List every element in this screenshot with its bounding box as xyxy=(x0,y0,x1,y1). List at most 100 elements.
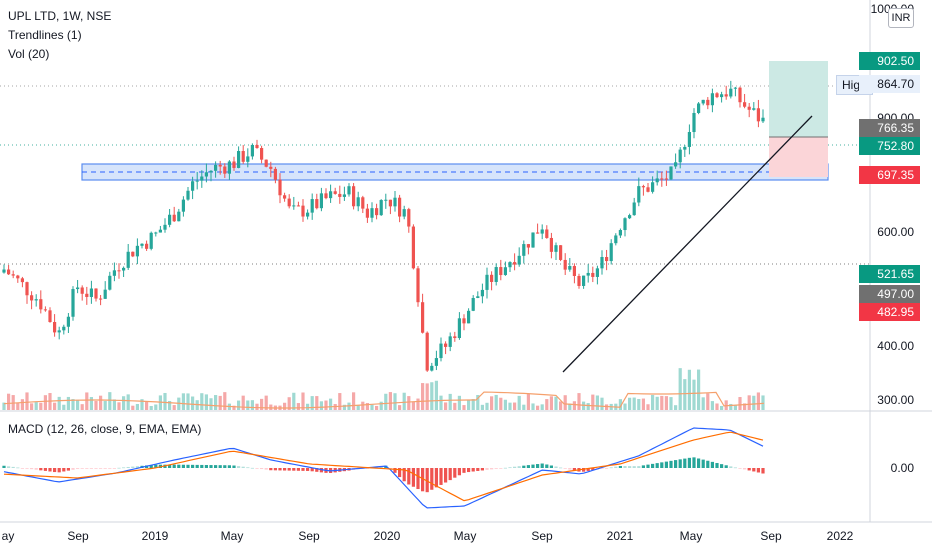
macd-histogram-bar xyxy=(2,465,6,468)
candle-body xyxy=(11,274,15,276)
macd-histogram-bar xyxy=(683,458,687,468)
legend-symbol[interactable]: UPL LTD, 1W, NSE xyxy=(8,9,112,23)
macd-histogram-bar xyxy=(416,468,420,490)
volume-bar xyxy=(729,403,733,410)
candle-body xyxy=(720,94,724,98)
candle-body xyxy=(522,244,526,256)
macd-histogram-bar xyxy=(43,468,47,471)
time-tick-label: May xyxy=(680,529,703,543)
volume-bar xyxy=(365,402,369,410)
candle-body xyxy=(724,94,728,97)
candle-body xyxy=(747,106,751,110)
time-tick-label: Sep xyxy=(298,529,320,543)
macd-histogram-bar xyxy=(200,464,204,468)
macd-histogram-bar xyxy=(398,468,402,478)
candle-body xyxy=(62,326,66,331)
macd-tick-label: 0.00 xyxy=(891,461,915,475)
macd-histogram-bar xyxy=(499,468,503,469)
macd-histogram-bar xyxy=(761,468,765,474)
macd-histogram-bar xyxy=(310,468,314,472)
candle-body xyxy=(149,232,153,249)
macd-histogram-bar xyxy=(191,464,195,468)
candle-body xyxy=(618,230,622,236)
price-label-482-95: 482.95 xyxy=(859,303,920,321)
candle-body xyxy=(494,267,498,282)
candle-body xyxy=(444,343,448,347)
volume-bar xyxy=(260,398,264,410)
candle-body xyxy=(715,93,719,98)
volume-bar xyxy=(513,402,517,410)
macd-histogram-bar xyxy=(273,468,277,471)
volume-bar xyxy=(591,394,595,410)
stop-zone xyxy=(769,137,828,177)
macd-histogram-bar xyxy=(729,466,733,468)
candle-body xyxy=(2,269,6,273)
volume-bar xyxy=(112,399,116,410)
volume-bar xyxy=(572,401,576,410)
candle-body xyxy=(370,208,374,218)
volume-bar xyxy=(168,400,172,410)
volume-bar xyxy=(306,403,310,410)
candle-body xyxy=(453,336,457,339)
volume-bar xyxy=(485,402,489,410)
volume-bar xyxy=(664,396,668,410)
volume-bar xyxy=(103,400,107,410)
candle-body xyxy=(255,144,259,149)
macd-histogram-bar xyxy=(57,468,61,473)
macd-legend[interactable]: MACD (12, 26, close, 9, EMA, EMA) xyxy=(8,422,202,436)
volume-bar xyxy=(646,404,650,410)
macd-histogram-bar xyxy=(48,468,52,472)
volume-bar xyxy=(338,393,342,410)
volume-bar xyxy=(301,392,305,410)
macd-histogram-bar xyxy=(660,462,664,468)
legend-trendlines[interactable]: Trendlines (1) xyxy=(8,28,82,42)
macd-histogram-bar xyxy=(94,468,98,469)
macd-histogram-bar xyxy=(131,466,135,468)
macd-histogram-bar xyxy=(7,466,11,468)
macd-histogram-bar xyxy=(600,468,604,469)
macd-histogram-bar xyxy=(678,459,682,468)
candle-body xyxy=(434,358,438,366)
candle-body xyxy=(697,103,701,113)
candle-body xyxy=(108,275,112,290)
macd-histogram-bar xyxy=(209,465,213,468)
macd-histogram-bar xyxy=(490,468,494,470)
macd-histogram-bar xyxy=(214,465,218,468)
volume-bar xyxy=(632,397,636,410)
volume-bar xyxy=(586,403,590,410)
currency-badge[interactable]: INR xyxy=(888,8,914,28)
macd-histogram-bar xyxy=(439,468,443,485)
macd-histogram-bar xyxy=(453,468,457,478)
signal-line xyxy=(3,431,764,502)
macd-histogram-bar xyxy=(66,468,70,471)
candle-body xyxy=(554,245,558,252)
trendline-segment xyxy=(562,115,813,373)
macd-histogram-bar xyxy=(260,468,264,470)
candle-body xyxy=(752,108,756,110)
macd-histogram-bar xyxy=(434,468,438,488)
volume-bar xyxy=(388,392,392,410)
macd-histogram-bar xyxy=(476,468,480,471)
trendline[interactable] xyxy=(562,115,813,373)
macd-histogram-bar xyxy=(457,468,461,476)
macd-histogram-bar xyxy=(554,466,558,468)
volume-bar xyxy=(16,402,20,410)
candle-body xyxy=(614,235,618,244)
price-gridlines xyxy=(0,85,870,265)
volume-bar xyxy=(62,404,66,410)
time-tick-label: Sep xyxy=(67,529,89,543)
candle-body xyxy=(545,229,549,238)
volume-bar xyxy=(214,395,218,410)
candle-body xyxy=(200,176,204,181)
volume-bar xyxy=(315,396,319,410)
macd-histogram-bar xyxy=(503,467,507,469)
candle-body xyxy=(126,251,130,268)
macd-histogram-bar xyxy=(20,468,24,469)
volume-bar xyxy=(361,401,365,410)
macd-histogram-bar xyxy=(292,468,296,471)
volume-bar xyxy=(126,394,130,410)
legend-volume[interactable]: Vol (20) xyxy=(8,47,50,61)
candle-body xyxy=(154,232,158,234)
candle-body xyxy=(637,186,641,203)
